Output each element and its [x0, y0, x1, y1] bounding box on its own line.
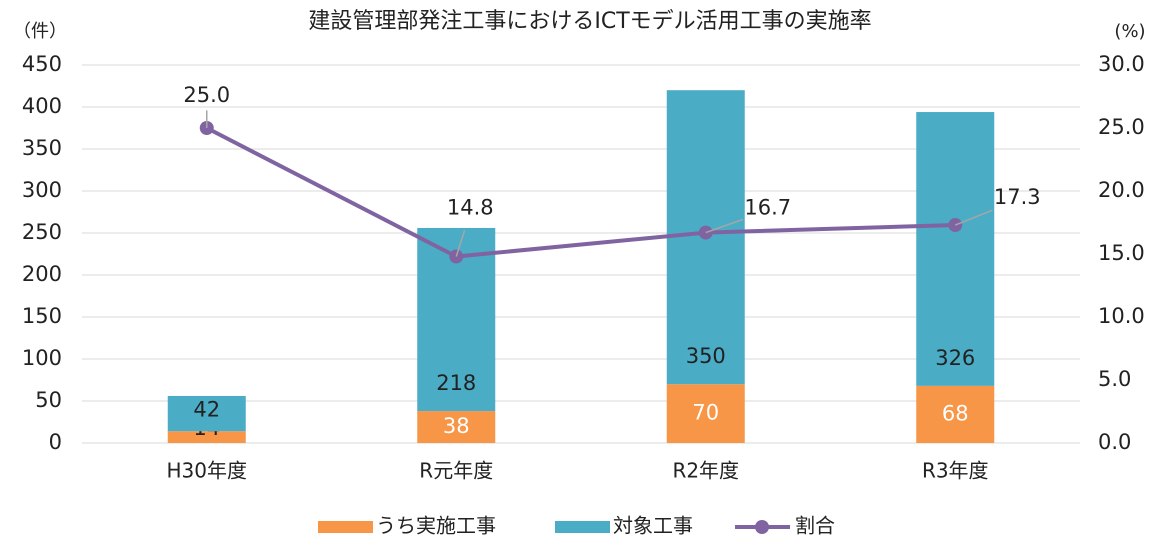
y-tick-label: 200	[22, 262, 62, 286]
y-tick-label: 250	[22, 220, 62, 244]
y2-tick-label: 25.0	[1098, 115, 1145, 139]
leader-line	[705, 218, 744, 234]
y-tick-label: 150	[22, 304, 62, 328]
y-tick-label: 450	[22, 52, 62, 76]
data-label: 218	[436, 371, 476, 395]
x-tick-label: H30年度	[167, 459, 248, 483]
legend-label: うち実施工事	[376, 514, 496, 538]
leader-line	[455, 229, 466, 257]
data-label: 42	[193, 398, 220, 422]
x-tick-label: R3年度	[922, 459, 989, 483]
y-axis-label: （件）	[13, 21, 67, 42]
chart-title: 建設管理部発注工事におけるICTモデル活用工事の実施率	[308, 9, 871, 34]
y2-axis-label: (%)	[1114, 21, 1145, 42]
data-label: 326	[935, 346, 975, 370]
y2-tick-label: 0.0	[1098, 430, 1131, 454]
y-tick-label: 100	[22, 346, 62, 370]
data-label: 14.8	[447, 196, 494, 220]
y2-tick-label: 15.0	[1098, 241, 1145, 265]
legend-label: 割合	[795, 514, 835, 538]
y2-tick-label: 20.0	[1098, 178, 1145, 202]
bar-segment	[167, 395, 246, 432]
x-tick-label: R2年度	[672, 459, 739, 483]
y-tick-label: 300	[22, 178, 62, 202]
legend-swatch	[318, 521, 373, 533]
y2-tick-label: 30.0	[1098, 52, 1145, 76]
y2-tick-label: 10.0	[1098, 304, 1145, 328]
leader-line	[954, 209, 993, 226]
data-label: 68	[942, 401, 969, 425]
data-label: 25.0	[183, 83, 230, 107]
y-tick-label: 350	[22, 136, 62, 160]
data-label: 350	[686, 344, 726, 368]
bar-segment	[417, 411, 496, 443]
legend-label: 対象工事	[613, 514, 693, 538]
y-tick-label: 50	[35, 388, 62, 412]
data-label: 70	[692, 401, 719, 425]
data-label: 17.3	[994, 185, 1041, 209]
line	[205, 126, 956, 259]
data-label: 16.7	[744, 196, 791, 220]
bar-segment	[167, 431, 246, 443]
bar-segment	[916, 112, 995, 386]
data-label: 38	[443, 414, 470, 438]
x-tick-label: R元年度	[419, 459, 493, 483]
bar-segment	[916, 385, 995, 443]
bar-segment	[666, 384, 745, 443]
y2-tick-label: 5.0	[1098, 367, 1131, 391]
legend-swatch	[755, 520, 769, 534]
y-tick-label: 0	[49, 430, 62, 454]
legend-swatch	[555, 521, 610, 533]
y-tick-label: 400	[22, 94, 62, 118]
